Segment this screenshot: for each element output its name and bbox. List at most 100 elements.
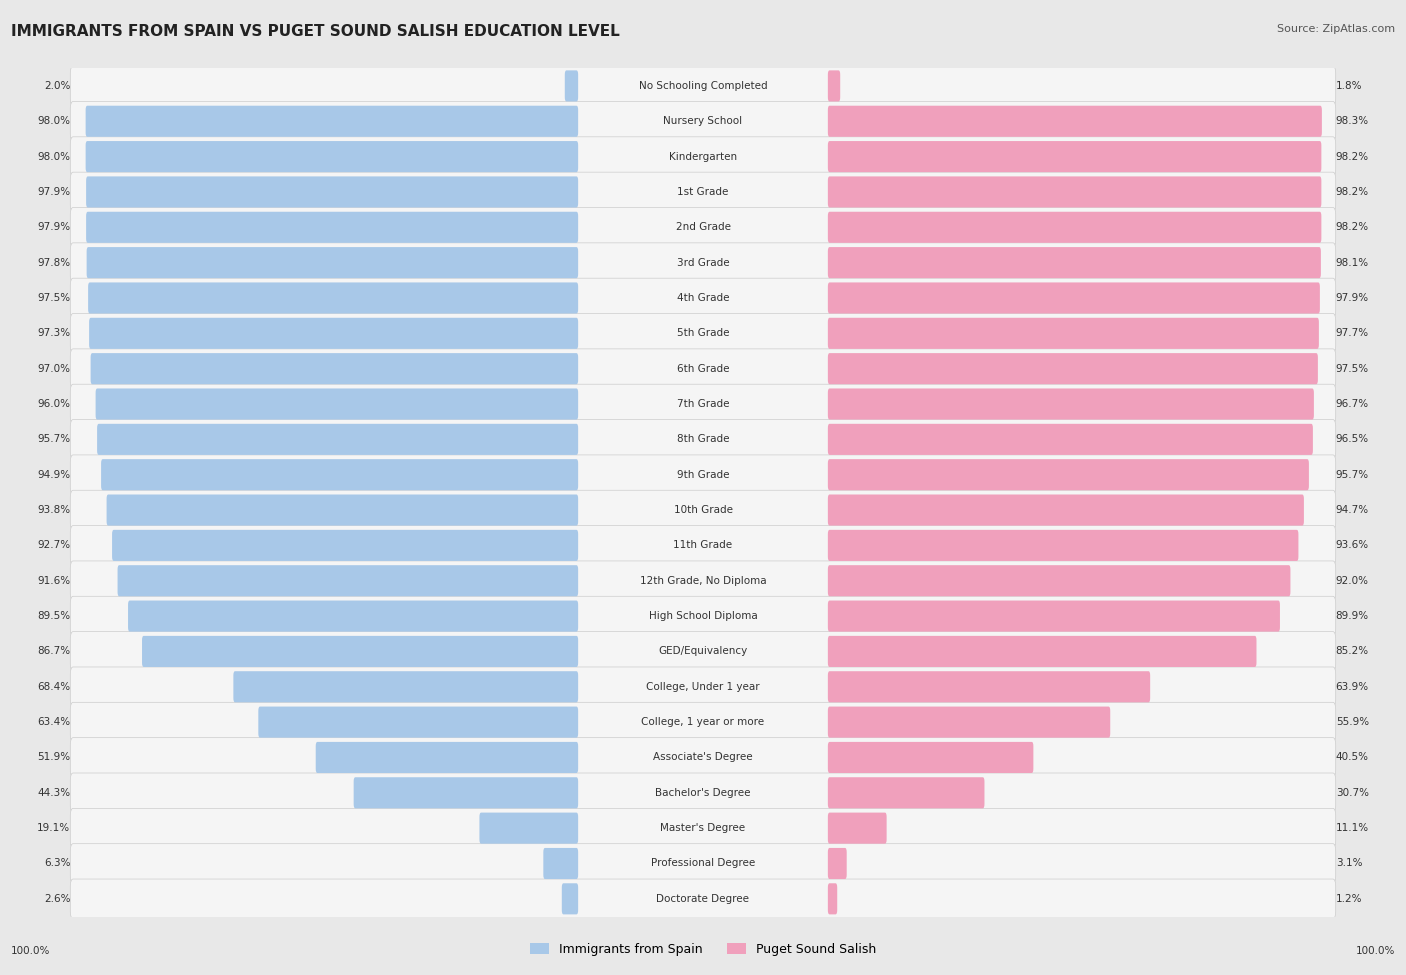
FancyBboxPatch shape [828,777,984,808]
Text: 98.0%: 98.0% [38,116,70,127]
Text: 92.7%: 92.7% [37,540,70,551]
Text: 97.7%: 97.7% [1336,329,1369,338]
FancyBboxPatch shape [142,636,578,667]
Text: 98.1%: 98.1% [1336,257,1369,268]
Text: 55.9%: 55.9% [1336,717,1369,727]
Text: 51.9%: 51.9% [37,753,70,762]
Text: 2.0%: 2.0% [44,81,70,91]
FancyBboxPatch shape [86,141,578,173]
Text: 85.2%: 85.2% [1336,646,1369,656]
Text: 91.6%: 91.6% [37,575,70,586]
FancyBboxPatch shape [86,212,578,243]
Text: 96.0%: 96.0% [38,399,70,410]
Text: 89.9%: 89.9% [1336,611,1369,621]
FancyBboxPatch shape [86,176,578,208]
Text: Professional Degree: Professional Degree [651,858,755,869]
Text: 93.8%: 93.8% [37,505,70,515]
Text: Bachelor's Degree: Bachelor's Degree [655,788,751,798]
FancyBboxPatch shape [828,812,887,843]
FancyBboxPatch shape [828,707,1111,738]
FancyBboxPatch shape [90,353,578,384]
FancyBboxPatch shape [87,247,578,278]
FancyBboxPatch shape [112,529,578,561]
FancyBboxPatch shape [828,636,1257,667]
FancyBboxPatch shape [828,318,1319,349]
Text: High School Diploma: High School Diploma [648,611,758,621]
Text: 95.7%: 95.7% [1336,470,1369,480]
FancyBboxPatch shape [118,566,578,597]
FancyBboxPatch shape [70,702,1336,742]
FancyBboxPatch shape [70,101,1336,141]
Text: Source: ZipAtlas.com: Source: ZipAtlas.com [1277,24,1395,34]
Text: 63.4%: 63.4% [37,717,70,727]
FancyBboxPatch shape [562,883,578,915]
FancyBboxPatch shape [828,566,1291,597]
Text: 95.7%: 95.7% [37,434,70,445]
Text: 5th Grade: 5th Grade [676,329,730,338]
Text: 9th Grade: 9th Grade [676,470,730,480]
Text: 96.7%: 96.7% [1336,399,1369,410]
Text: 92.0%: 92.0% [1336,575,1368,586]
FancyBboxPatch shape [354,777,578,808]
FancyBboxPatch shape [828,459,1309,490]
FancyBboxPatch shape [828,601,1279,632]
FancyBboxPatch shape [70,597,1336,636]
Text: 98.0%: 98.0% [38,151,70,162]
Text: 1.2%: 1.2% [1336,894,1362,904]
Text: 6.3%: 6.3% [44,858,70,869]
Text: 97.9%: 97.9% [37,187,70,197]
Text: Doctorate Degree: Doctorate Degree [657,894,749,904]
FancyBboxPatch shape [70,208,1336,247]
FancyBboxPatch shape [828,212,1322,243]
FancyBboxPatch shape [828,883,837,915]
FancyBboxPatch shape [89,283,578,314]
FancyBboxPatch shape [70,808,1336,848]
Legend: Immigrants from Spain, Puget Sound Salish: Immigrants from Spain, Puget Sound Salis… [524,938,882,961]
Text: College, Under 1 year: College, Under 1 year [647,682,759,692]
FancyBboxPatch shape [70,667,1336,707]
FancyBboxPatch shape [70,843,1336,883]
Text: 94.9%: 94.9% [37,470,70,480]
Text: 10th Grade: 10th Grade [673,505,733,515]
Text: GED/Equivalency: GED/Equivalency [658,646,748,656]
FancyBboxPatch shape [70,490,1336,529]
Text: 63.9%: 63.9% [1336,682,1369,692]
Text: 98.3%: 98.3% [1336,116,1369,127]
Text: 11.1%: 11.1% [1336,823,1369,834]
Text: 100.0%: 100.0% [1355,946,1395,956]
FancyBboxPatch shape [70,419,1336,459]
FancyBboxPatch shape [828,70,841,101]
Text: No Schooling Completed: No Schooling Completed [638,81,768,91]
Text: 97.5%: 97.5% [37,292,70,303]
FancyBboxPatch shape [70,455,1336,494]
FancyBboxPatch shape [828,494,1303,526]
FancyBboxPatch shape [70,66,1336,105]
FancyBboxPatch shape [828,176,1322,208]
FancyBboxPatch shape [101,459,578,490]
FancyBboxPatch shape [70,314,1336,353]
FancyBboxPatch shape [70,278,1336,318]
FancyBboxPatch shape [70,773,1336,812]
Text: 3rd Grade: 3rd Grade [676,257,730,268]
Text: 12th Grade, No Diploma: 12th Grade, No Diploma [640,575,766,586]
Text: 30.7%: 30.7% [1336,788,1368,798]
Text: 89.5%: 89.5% [37,611,70,621]
Text: 19.1%: 19.1% [37,823,70,834]
Text: 2.6%: 2.6% [44,894,70,904]
Text: Master's Degree: Master's Degree [661,823,745,834]
Text: 98.2%: 98.2% [1336,187,1369,197]
Text: Nursery School: Nursery School [664,116,742,127]
Text: 40.5%: 40.5% [1336,753,1368,762]
Text: 97.3%: 97.3% [37,329,70,338]
Text: 6th Grade: 6th Grade [676,364,730,373]
FancyBboxPatch shape [828,353,1317,384]
Text: 98.2%: 98.2% [1336,151,1369,162]
Text: 3.1%: 3.1% [1336,858,1362,869]
Text: 100.0%: 100.0% [11,946,51,956]
Text: 8th Grade: 8th Grade [676,434,730,445]
FancyBboxPatch shape [70,526,1336,565]
Text: 97.5%: 97.5% [1336,364,1369,373]
Text: 1.8%: 1.8% [1336,81,1362,91]
FancyBboxPatch shape [70,173,1336,212]
Text: 68.4%: 68.4% [37,682,70,692]
